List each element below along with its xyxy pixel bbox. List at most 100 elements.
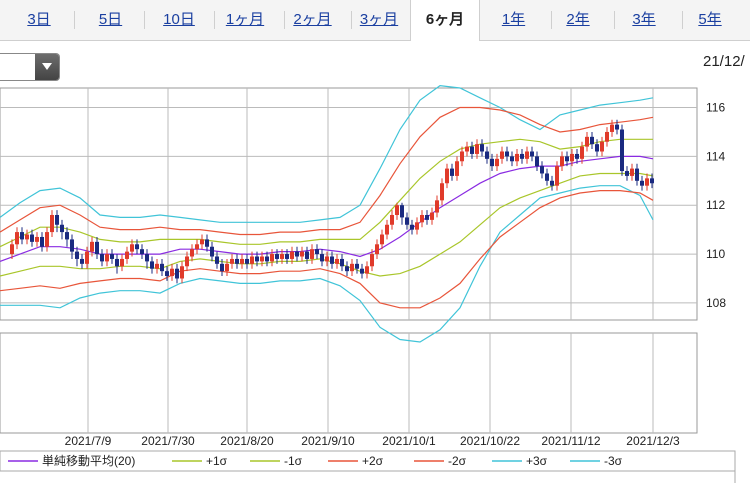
candle-body [305, 251, 309, 259]
candle-body [70, 239, 74, 252]
candle-body [560, 156, 564, 167]
candle-body [455, 161, 459, 176]
chevron-down-icon [42, 63, 52, 70]
candle-body [260, 256, 264, 262]
candle-body [310, 249, 314, 259]
x-tick-label: 2021/11/12 [541, 434, 600, 448]
candle-body [620, 129, 624, 172]
candle-body [495, 158, 499, 167]
candle-body [375, 244, 379, 255]
candle-body [500, 151, 504, 159]
legend-label: 単純移動平均(20) [42, 454, 135, 468]
candle-body [165, 271, 169, 277]
candle-body [430, 212, 434, 220]
candle-body [65, 232, 69, 240]
chart-type-dropdown[interactable] [0, 53, 60, 81]
candle-body [570, 153, 574, 162]
candle-body [605, 131, 609, 142]
candle-body [145, 254, 149, 262]
candle-body [460, 151, 464, 162]
tab-9[interactable]: 2年 [566, 11, 590, 28]
tab-7[interactable]: 6ヶ月 [410, 0, 480, 41]
candle-body [50, 214, 54, 233]
x-tick-label: 2021/10/22 [460, 434, 520, 448]
candle-body [340, 258, 344, 267]
candle-body [545, 173, 549, 181]
tab-2[interactable]: 5日 [98, 11, 123, 28]
candle-body [220, 263, 224, 272]
candle-body [555, 166, 559, 186]
tab-3[interactable]: 10日 [163, 11, 195, 28]
candle-body [140, 249, 144, 255]
candle-body [230, 258, 234, 264]
candle-body [530, 151, 534, 157]
candle-body [85, 251, 89, 264]
tab-4[interactable]: 1ヶ月 [225, 11, 265, 28]
candle-body [300, 251, 304, 257]
tab-11[interactable]: 5年 [698, 11, 722, 28]
candle-body [155, 263, 159, 269]
legend-label: +1σ [206, 454, 228, 468]
candle-body [525, 151, 529, 159]
candle-body [35, 236, 39, 242]
candle-body [645, 178, 649, 186]
candle-body [635, 168, 639, 181]
candle-body [420, 214, 424, 223]
candle-body [320, 254, 324, 262]
candle-body [450, 168, 454, 176]
candle-body [540, 166, 544, 174]
candle-body [395, 205, 399, 215]
x-tick-label: 2021/10/1 [382, 434, 436, 448]
x-tick-label: 2021/9/10 [301, 434, 355, 448]
candle-body [45, 232, 49, 247]
candle-body [405, 217, 409, 225]
candle-body [130, 244, 134, 252]
tab-1[interactable]: 3日 [27, 11, 51, 28]
candle-body [510, 156, 514, 162]
candle-body [630, 168, 634, 176]
candle-body [195, 244, 199, 250]
candle-body [325, 256, 329, 262]
candle-body [585, 136, 589, 147]
candle-body [270, 254, 274, 262]
plus1-sigma-line [0, 138, 653, 248]
candle-body [290, 251, 294, 259]
candle-body [610, 124, 614, 132]
candle-body [105, 254, 109, 262]
candle-body [280, 254, 284, 259]
candle-body [120, 258, 124, 267]
candle-body [275, 254, 279, 259]
tab-10[interactable]: 3年 [632, 11, 656, 28]
candle-body [365, 266, 369, 274]
candle-body [110, 254, 114, 259]
candle-body [330, 256, 334, 264]
candle-body [315, 249, 319, 255]
x-tick-label: 2021/7/30 [141, 434, 195, 448]
candle-body [400, 205, 404, 218]
tab-6[interactable]: 3ヶ月 [359, 11, 399, 28]
tab-5[interactable]: 2ヶ月 [293, 11, 332, 28]
dropdown-arrow-button[interactable] [35, 54, 59, 80]
x-tick-label: 2021/12/3 [626, 434, 680, 448]
candle-body [225, 263, 229, 272]
candle-body [470, 146, 474, 154]
y-tick-label: 114 [706, 149, 725, 163]
tab-8[interactable]: 1年 [501, 11, 526, 28]
candle-body [15, 232, 19, 245]
candle-body [490, 158, 494, 167]
candle-body [355, 263, 359, 269]
legend-label: -3σ [604, 454, 623, 468]
minus3-sigma-line [0, 185, 654, 343]
candle-body [600, 141, 604, 152]
candle-body [480, 144, 484, 152]
candle-body [345, 266, 349, 272]
candle-body [200, 239, 204, 245]
candle-body [335, 258, 339, 264]
x-tick-label: 2021/7/9 [65, 434, 112, 448]
candle-body [425, 214, 429, 220]
candle-body [100, 254, 104, 262]
candle-body [360, 268, 364, 274]
main-plot-frame [0, 87, 698, 321]
candle-body [60, 224, 64, 233]
